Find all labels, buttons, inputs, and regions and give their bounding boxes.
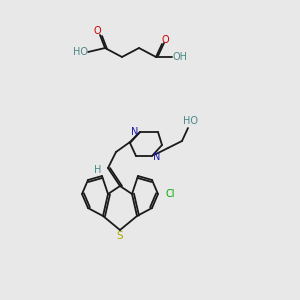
Text: HO: HO	[182, 116, 197, 126]
Text: N: N	[153, 152, 161, 162]
Text: N: N	[131, 127, 139, 137]
Text: O: O	[161, 35, 169, 45]
Text: S: S	[117, 231, 123, 241]
Text: OH: OH	[172, 52, 188, 62]
Text: HO: HO	[73, 47, 88, 57]
Text: Cl: Cl	[165, 189, 175, 199]
Text: H: H	[94, 165, 102, 175]
Text: O: O	[93, 26, 101, 36]
